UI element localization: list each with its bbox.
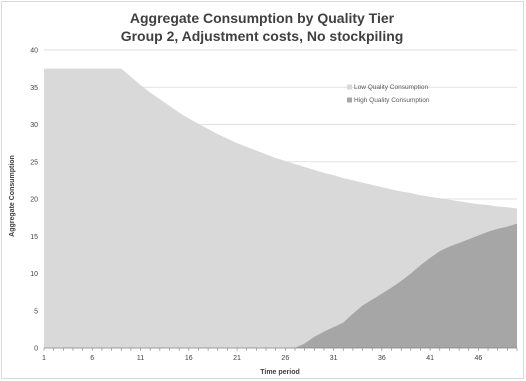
x-tick-label: 41 bbox=[426, 355, 434, 362]
y-axis-title: Aggregate Consumption bbox=[9, 155, 16, 237]
legend-swatch bbox=[347, 84, 352, 90]
x-tick-label: 46 bbox=[474, 355, 482, 362]
series-area-high-quality bbox=[44, 223, 517, 348]
y-tick-label: 0 bbox=[34, 346, 38, 353]
y-tick-label: 40 bbox=[30, 48, 38, 55]
y-tick-label: 10 bbox=[30, 271, 38, 278]
x-tick-label: 6 bbox=[90, 355, 94, 362]
y-tick-label: 30 bbox=[30, 122, 38, 129]
y-tick-label: 20 bbox=[30, 197, 38, 204]
x-tick-label: 36 bbox=[378, 355, 386, 362]
x-tick-label: 1 bbox=[42, 355, 46, 362]
legend-label: Low Quality Consumption bbox=[354, 84, 428, 91]
legend-swatch bbox=[347, 97, 352, 103]
y-tick-label: 35 bbox=[30, 85, 38, 92]
x-axis-title: Time period bbox=[260, 369, 300, 376]
y-tick-label: 15 bbox=[30, 234, 38, 241]
x-tick-label: 21 bbox=[233, 355, 241, 362]
chart-subtitle: Group 2, Adjustment costs, No stockpilin… bbox=[121, 28, 404, 44]
x-tick-label: 31 bbox=[330, 355, 338, 362]
x-tick-label: 16 bbox=[185, 355, 193, 362]
y-tick-label: 5 bbox=[34, 308, 38, 315]
legend: Low Quality Consumption High Quality Cons… bbox=[347, 84, 430, 104]
axes bbox=[43, 347, 518, 351]
x-tick-label: 26 bbox=[281, 355, 289, 362]
x-tick-label: 11 bbox=[137, 355, 144, 362]
legend-label: High Quality Consumption bbox=[354, 97, 430, 104]
chart-title: Aggregate Consumption by Quality Tier bbox=[130, 10, 395, 26]
y-tick-label: 25 bbox=[30, 159, 38, 166]
series-areas bbox=[44, 68, 517, 348]
series-area-low-quality bbox=[44, 68, 517, 348]
